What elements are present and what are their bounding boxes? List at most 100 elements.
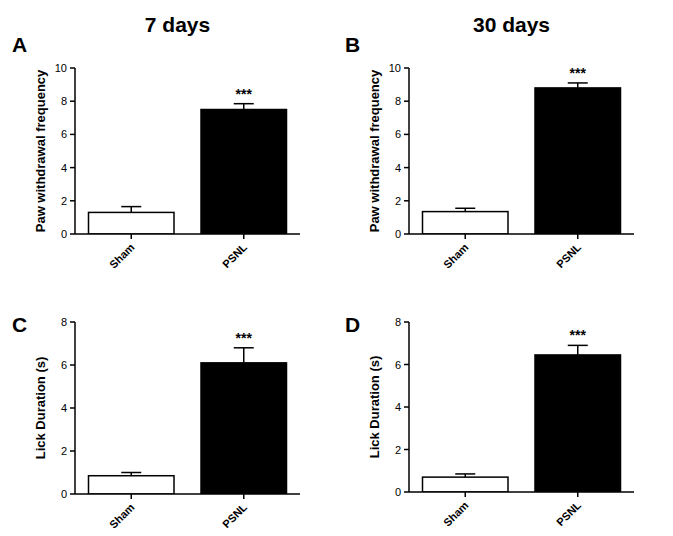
error-cap: [455, 473, 475, 475]
y-tick: [404, 100, 409, 102]
x-tick: [577, 492, 579, 497]
bar: [423, 212, 509, 234]
y-tick-label: 2: [61, 195, 67, 207]
y-tick-label: 4: [395, 401, 401, 413]
x-tick: [243, 494, 245, 499]
y-tick-label: 0: [61, 228, 67, 240]
y-tick-label: 8: [395, 95, 401, 107]
bar: [423, 477, 509, 492]
x-tick-label: PSNL: [220, 501, 249, 530]
y-tick: [70, 493, 75, 495]
bar: [89, 212, 175, 234]
bar: [201, 363, 287, 494]
error-cap: [121, 472, 141, 474]
error-bar: [568, 345, 588, 355]
column-title: 30 days: [473, 13, 550, 36]
panel-letter: A: [12, 33, 27, 56]
y-tick-label: 2: [395, 444, 401, 456]
y-label: Paw withdrawal frequency: [367, 69, 382, 232]
significance: ***: [570, 65, 587, 81]
x-axis: [409, 491, 634, 493]
y-tick: [404, 67, 409, 69]
y-tick: [70, 321, 75, 323]
error-bar: [121, 207, 141, 213]
error-bar: [234, 104, 254, 110]
error-cap: [568, 82, 588, 84]
error-cap: [568, 345, 588, 347]
error-bar: [234, 348, 254, 363]
figure: A 7 days *** 0 2 4 6 8 10 Sham PSNL Paw withdrawal …: [0, 0, 673, 536]
error-cap: [234, 103, 254, 105]
y-tick: [404, 406, 409, 408]
y-tick-label: 6: [395, 128, 401, 140]
y-tick-label: 2: [395, 195, 401, 207]
bar: [201, 110, 287, 235]
error-bar: [121, 473, 141, 476]
error-cap: [455, 208, 475, 210]
x-tick-label: PSNL: [554, 241, 583, 270]
marks: [89, 348, 287, 494]
y-tick-label: 4: [61, 402, 67, 414]
y-tick: [404, 364, 409, 366]
x-tick: [243, 234, 245, 239]
x-tick: [131, 234, 133, 239]
y-tick-label: 10: [55, 62, 67, 74]
y-tick: [70, 67, 75, 69]
y-tick-label: 8: [61, 95, 67, 107]
y-tick-label: 6: [395, 359, 401, 371]
y-tick: [70, 134, 75, 136]
panel-letter: D: [345, 313, 360, 336]
error-stem: [243, 348, 245, 363]
y-label: Lick Duration (s): [33, 357, 48, 460]
error-stem: [131, 207, 133, 213]
column-title: 7 days: [145, 13, 210, 36]
significance: ***: [236, 86, 253, 102]
y-tick: [70, 167, 75, 169]
bar: [535, 355, 621, 492]
panel: A7 days***0246810ShamPSNLPaw withdrawal …: [12, 13, 300, 271]
y-tick: [404, 233, 409, 235]
panel: B30 days***0246810ShamPSNLPaw withdrawal…: [345, 13, 634, 271]
y-tick-label: 2: [61, 445, 67, 457]
y-tick-label: 0: [61, 488, 67, 500]
x-tick-label: Sham: [107, 241, 137, 271]
y-tick-label: 4: [61, 162, 67, 174]
x-tick-label: Sham: [441, 241, 471, 271]
y-axis: [408, 68, 410, 234]
error-bar: [568, 83, 588, 88]
x-tick-label: Sham: [107, 501, 137, 531]
y-tick-label: 8: [395, 316, 401, 328]
y-tick-label: 0: [395, 486, 401, 498]
y-label: Paw withdrawal frequency: [33, 69, 48, 232]
panel: D***02468ShamPSNLLick Duration (s): [345, 313, 634, 529]
x-tick: [131, 494, 133, 499]
bar: [89, 476, 175, 494]
error-bar: [455, 208, 475, 211]
error-cap: [234, 347, 254, 349]
significance: ***: [236, 330, 253, 346]
y-tick: [70, 100, 75, 102]
y-tick-label: 0: [395, 228, 401, 240]
y-tick: [404, 200, 409, 202]
bar: [535, 88, 621, 234]
y-tick-label: 6: [61, 359, 67, 371]
x-axis: [75, 233, 300, 235]
marks: [423, 83, 621, 234]
marks: [89, 104, 287, 234]
x-axis: [409, 233, 634, 235]
x-axis: [75, 493, 300, 495]
error-stem: [243, 104, 245, 110]
y-tick: [70, 450, 75, 452]
y-tick-label: 8: [61, 316, 67, 328]
error-stem: [577, 345, 579, 355]
y-tick: [70, 364, 75, 366]
significance: ***: [570, 327, 587, 343]
x-tick-label: PSNL: [554, 499, 583, 528]
x-tick: [465, 492, 467, 497]
x-tick: [577, 234, 579, 239]
x-tick-label: PSNL: [220, 241, 249, 270]
panel-letter: C: [12, 313, 27, 336]
y-tick: [404, 134, 409, 136]
y-tick-label: 10: [389, 62, 401, 74]
error-cap: [121, 206, 141, 208]
